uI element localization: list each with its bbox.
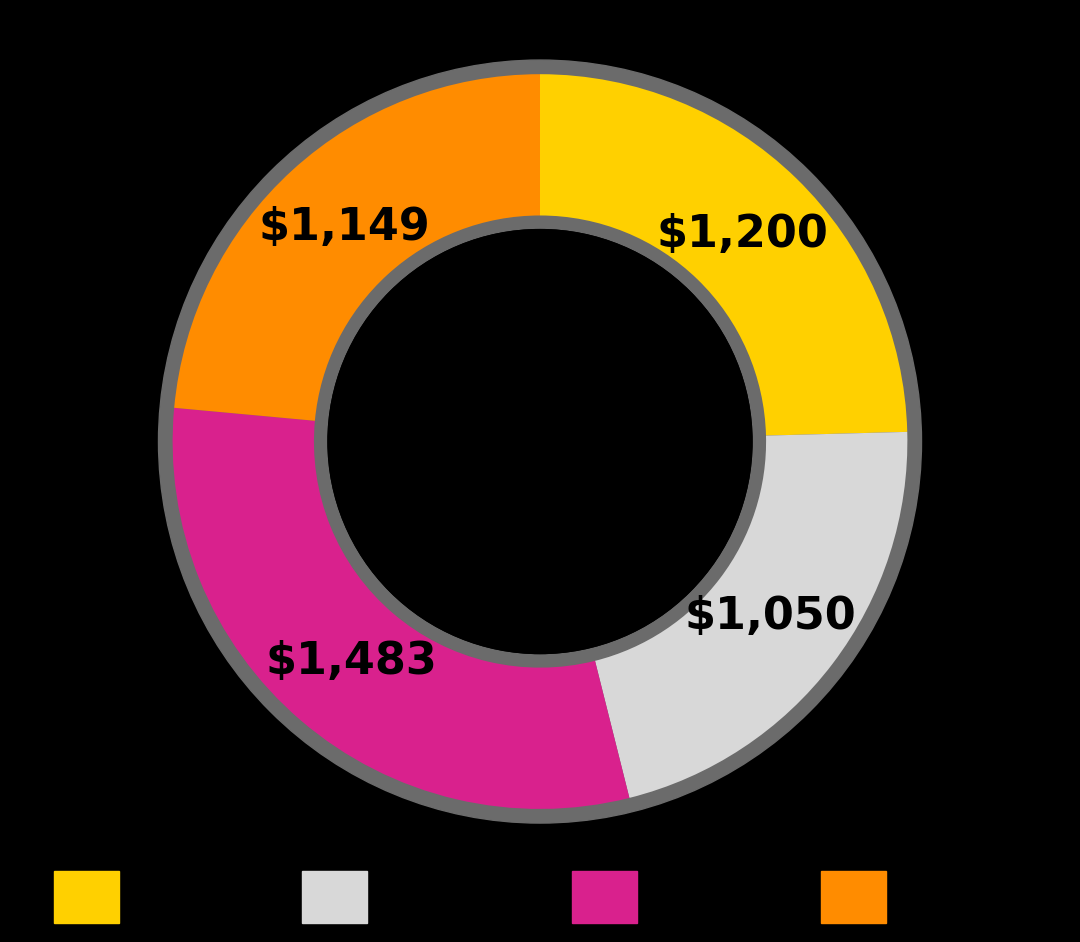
FancyBboxPatch shape [302, 871, 367, 923]
Text: $1,050: $1,050 [685, 595, 856, 638]
Text: $1,149: $1,149 [259, 206, 431, 249]
Circle shape [328, 230, 752, 654]
Text: $1,483: $1,483 [266, 640, 437, 683]
FancyBboxPatch shape [572, 871, 637, 923]
Wedge shape [174, 74, 540, 421]
Circle shape [315, 218, 765, 666]
Wedge shape [173, 408, 630, 809]
Text: $1,200: $1,200 [657, 213, 828, 255]
FancyBboxPatch shape [54, 871, 119, 923]
FancyBboxPatch shape [821, 871, 886, 923]
Wedge shape [595, 431, 907, 798]
Circle shape [328, 230, 752, 654]
Circle shape [159, 60, 921, 823]
Wedge shape [540, 74, 907, 435]
